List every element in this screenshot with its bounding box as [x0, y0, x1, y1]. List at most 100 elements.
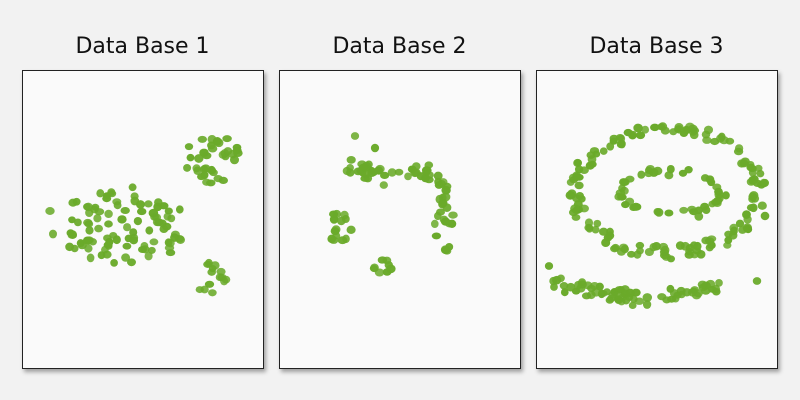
- data-point: [615, 189, 626, 197]
- data-point: [208, 265, 217, 273]
- data-point: [167, 214, 176, 223]
- data-point: [200, 285, 209, 294]
- data-point: [103, 234, 112, 242]
- data-point: [705, 243, 714, 252]
- data-point: [370, 263, 379, 273]
- data-point: [642, 293, 653, 302]
- data-point: [165, 249, 176, 257]
- data-point: [634, 297, 645, 305]
- data-point: [742, 223, 752, 232]
- data-point: [113, 201, 122, 210]
- panel-title-2: Data Base 2: [332, 34, 467, 59]
- data-point: [332, 231, 341, 240]
- data-point: [598, 227, 609, 236]
- data-point: [689, 208, 699, 216]
- data-point: [218, 176, 228, 185]
- data-point: [183, 163, 192, 172]
- data-point: [636, 247, 644, 255]
- data-point: [123, 223, 132, 232]
- data-point: [448, 211, 458, 219]
- data-point: [45, 207, 55, 215]
- data-point: [197, 135, 208, 143]
- data-point: [735, 219, 745, 228]
- data-point: [223, 147, 233, 156]
- data-point: [438, 199, 447, 209]
- data-point: [404, 172, 412, 181]
- data-point: [549, 276, 558, 286]
- data-point: [440, 217, 451, 226]
- data-point: [129, 236, 139, 245]
- data-point: [760, 211, 770, 221]
- data-point: [725, 137, 735, 145]
- data-point: [723, 241, 732, 249]
- data-point: [707, 285, 717, 293]
- data-point: [175, 235, 186, 245]
- data-point: [101, 245, 109, 254]
- data-point: [716, 134, 725, 143]
- data-point: [624, 293, 634, 301]
- data-point: [128, 183, 137, 192]
- data-point: [377, 256, 388, 264]
- data-point: [609, 134, 619, 143]
- data-point: [749, 203, 758, 213]
- data-point: [200, 165, 209, 174]
- data-point: [193, 166, 202, 175]
- data-point: [154, 198, 163, 207]
- data-point: [607, 294, 616, 303]
- data-point: [678, 169, 688, 177]
- data-point: [544, 262, 554, 270]
- data-point: [434, 181, 444, 189]
- data-point: [107, 190, 117, 198]
- data-point: [729, 223, 739, 233]
- data-point: [714, 187, 723, 196]
- data-point: [641, 125, 650, 134]
- data-point: [585, 223, 594, 233]
- data-point: [201, 152, 212, 160]
- data-point: [104, 220, 113, 228]
- data-point: [650, 123, 660, 132]
- data-point: [135, 200, 146, 209]
- data-point: [170, 230, 180, 238]
- data-point: [86, 253, 95, 263]
- data-point: [679, 206, 689, 214]
- data-point: [635, 131, 646, 140]
- data-point: [702, 206, 711, 215]
- data-point: [149, 238, 159, 246]
- data-point: [430, 219, 439, 229]
- data-point: [422, 168, 431, 176]
- data-point: [697, 280, 708, 289]
- data-point: [595, 282, 604, 291]
- data-point: [666, 164, 675, 174]
- data-point: [733, 147, 744, 156]
- scatter-panel-2: [279, 70, 521, 369]
- data-point: [574, 165, 584, 174]
- data-point: [623, 128, 633, 137]
- data-point: [94, 208, 105, 216]
- data-point: [559, 281, 569, 290]
- data-point: [705, 175, 715, 184]
- data-point: [350, 132, 360, 140]
- data-point: [691, 291, 702, 300]
- data-point: [685, 122, 695, 130]
- scatter-panel-3: [536, 70, 778, 369]
- data-point: [690, 286, 699, 294]
- scatter-panel-1: [22, 70, 264, 369]
- data-point: [166, 238, 175, 248]
- data-point: [127, 258, 136, 267]
- data-point: [68, 198, 78, 207]
- data-point: [587, 284, 596, 292]
- data-point: [570, 204, 580, 213]
- data-point: [743, 215, 752, 224]
- data-point: [560, 288, 569, 297]
- data-point: [724, 230, 733, 238]
- data-point: [206, 179, 216, 187]
- data-point: [48, 229, 58, 239]
- data-point: [117, 215, 127, 224]
- data-point: [331, 225, 341, 234]
- data-point: [593, 219, 602, 228]
- data-point: [618, 243, 629, 252]
- data-point: [585, 161, 595, 170]
- data-point: [752, 277, 762, 285]
- data-point: [715, 193, 724, 203]
- data-point: [216, 267, 226, 276]
